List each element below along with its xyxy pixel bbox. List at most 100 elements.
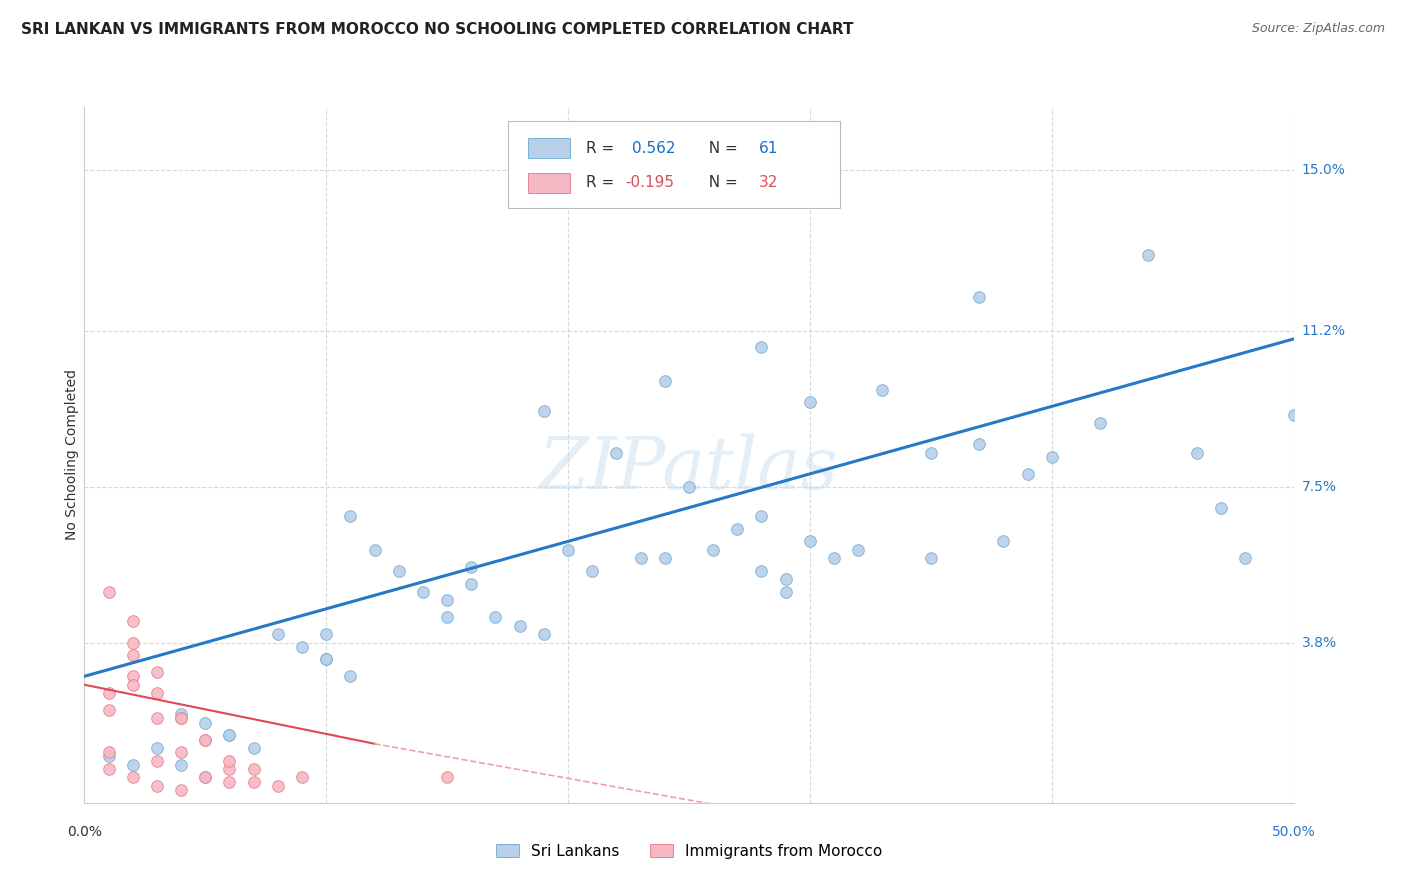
- Point: [194, 732, 217, 747]
- Point: [1209, 500, 1232, 515]
- Text: R =: R =: [586, 176, 619, 190]
- Point: [242, 741, 264, 756]
- Point: [121, 669, 143, 683]
- Point: [484, 610, 506, 624]
- Point: [97, 745, 120, 759]
- Text: 0.562: 0.562: [633, 141, 676, 155]
- Point: [460, 559, 482, 574]
- Point: [218, 774, 240, 789]
- Point: [823, 551, 845, 566]
- Point: [121, 635, 143, 649]
- Point: [291, 640, 314, 654]
- Point: [388, 564, 411, 578]
- Point: [846, 542, 869, 557]
- Point: [146, 741, 169, 756]
- Point: [967, 437, 990, 451]
- Text: 15.0%: 15.0%: [1302, 163, 1346, 178]
- Point: [920, 446, 942, 460]
- Legend: Sri Lankans, Immigrants from Morocco: Sri Lankans, Immigrants from Morocco: [489, 838, 889, 864]
- Point: [533, 403, 555, 417]
- Point: [170, 711, 193, 725]
- Point: [97, 585, 120, 599]
- Point: [533, 627, 555, 641]
- Text: 7.5%: 7.5%: [1302, 480, 1337, 493]
- Point: [654, 374, 676, 388]
- Point: [678, 479, 700, 493]
- Point: [97, 686, 120, 700]
- Point: [267, 779, 290, 793]
- Point: [170, 711, 193, 725]
- Point: [97, 749, 120, 764]
- Point: [121, 757, 143, 772]
- Y-axis label: No Schooling Completed: No Schooling Completed: [65, 369, 79, 541]
- FancyBboxPatch shape: [529, 173, 571, 193]
- Text: ZIPatlas: ZIPatlas: [538, 434, 839, 504]
- Point: [97, 703, 120, 717]
- Point: [121, 771, 143, 785]
- Point: [170, 783, 193, 797]
- Point: [1040, 450, 1063, 464]
- Point: [218, 728, 240, 742]
- Point: [1017, 467, 1039, 481]
- Point: [557, 542, 579, 557]
- Point: [751, 340, 773, 354]
- Point: [751, 509, 773, 524]
- Point: [799, 534, 821, 549]
- Point: [170, 745, 193, 759]
- Point: [291, 771, 314, 785]
- Point: [121, 615, 143, 629]
- Text: R =: R =: [586, 141, 619, 155]
- Point: [218, 754, 240, 768]
- Point: [146, 779, 169, 793]
- Point: [460, 576, 482, 591]
- Point: [267, 627, 290, 641]
- Point: [1185, 446, 1208, 460]
- Point: [146, 754, 169, 768]
- Point: [194, 771, 217, 785]
- Point: [194, 771, 217, 785]
- Point: [218, 762, 240, 776]
- Point: [242, 762, 264, 776]
- Point: [363, 542, 385, 557]
- Text: N =: N =: [699, 176, 742, 190]
- Point: [436, 771, 458, 785]
- Point: [339, 509, 361, 524]
- Text: 32: 32: [759, 176, 779, 190]
- Point: [121, 678, 143, 692]
- Point: [725, 522, 748, 536]
- Point: [315, 652, 337, 666]
- Point: [993, 534, 1015, 549]
- Point: [194, 732, 217, 747]
- Text: Source: ZipAtlas.com: Source: ZipAtlas.com: [1251, 22, 1385, 36]
- Text: 61: 61: [759, 141, 779, 155]
- Point: [605, 446, 627, 460]
- Point: [1234, 551, 1257, 566]
- Point: [194, 715, 217, 730]
- Point: [799, 395, 821, 409]
- Point: [725, 171, 748, 186]
- Point: [630, 551, 652, 566]
- Point: [1088, 417, 1111, 431]
- Point: [872, 383, 894, 397]
- Point: [775, 572, 797, 586]
- FancyBboxPatch shape: [508, 121, 841, 208]
- Point: [751, 564, 773, 578]
- Point: [170, 707, 193, 722]
- Point: [121, 648, 143, 663]
- Point: [967, 290, 990, 304]
- Text: 0.0%: 0.0%: [67, 825, 101, 839]
- Point: [654, 551, 676, 566]
- Point: [581, 564, 603, 578]
- Text: -0.195: -0.195: [624, 176, 673, 190]
- Point: [1137, 247, 1160, 261]
- Point: [509, 618, 531, 632]
- Point: [339, 669, 361, 683]
- Point: [412, 585, 434, 599]
- Point: [315, 627, 337, 641]
- Text: 3.8%: 3.8%: [1302, 636, 1337, 649]
- Text: SRI LANKAN VS IMMIGRANTS FROM MOROCCO NO SCHOOLING COMPLETED CORRELATION CHART: SRI LANKAN VS IMMIGRANTS FROM MOROCCO NO…: [21, 22, 853, 37]
- Point: [436, 593, 458, 607]
- Text: 11.2%: 11.2%: [1302, 324, 1346, 337]
- Point: [146, 665, 169, 679]
- Point: [146, 711, 169, 725]
